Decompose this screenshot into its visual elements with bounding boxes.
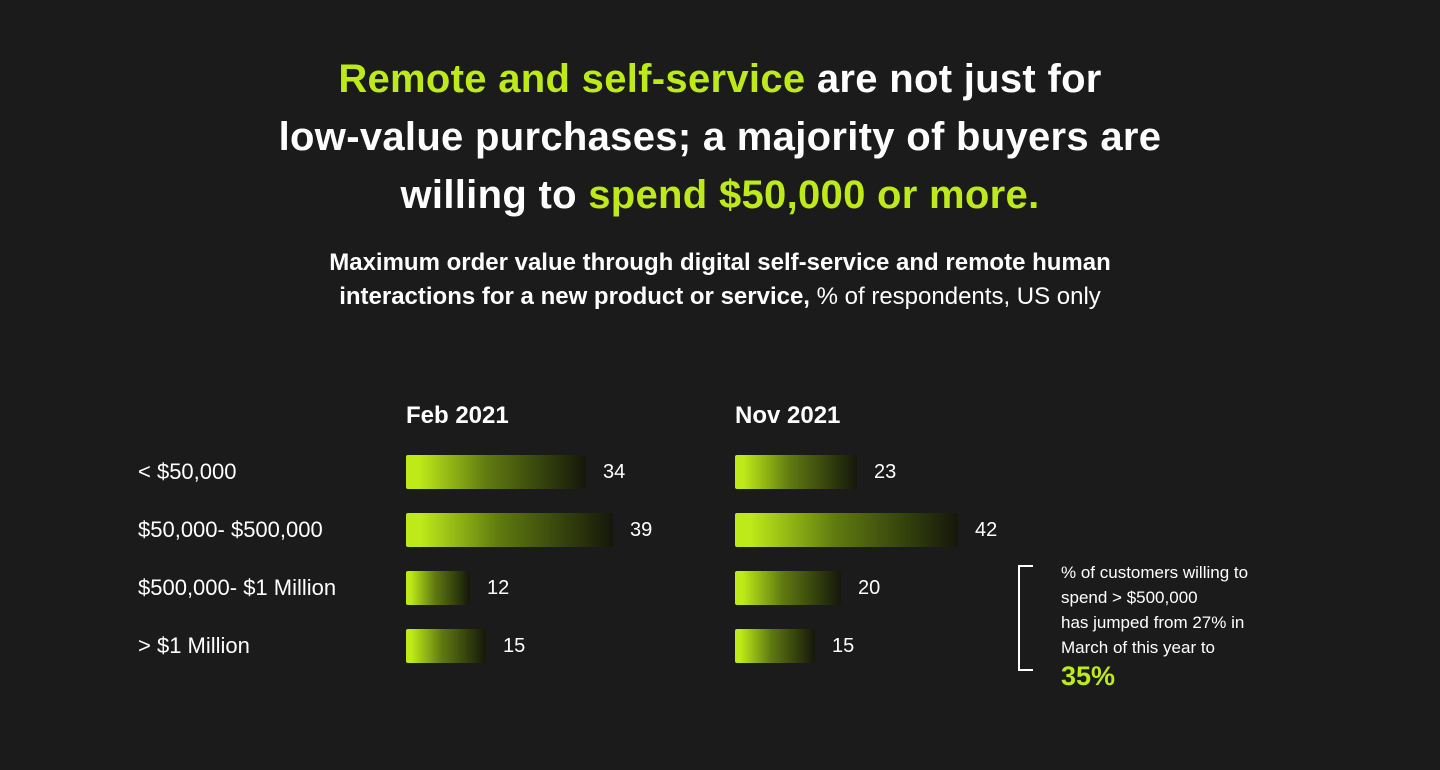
bar-feb — [406, 455, 586, 489]
header-spacer — [138, 386, 406, 443]
bar-cell-nov: 20 — [735, 559, 1275, 617]
title-accent-1: Remote and self-service — [338, 57, 806, 101]
title-rest-3: willing to — [400, 173, 589, 217]
bar-nov — [735, 571, 841, 605]
title-line-2: low-value purchases; a majority of buyer… — [278, 115, 1162, 159]
subtitle-line-2: interactions for a new product or servic… — [0, 280, 1440, 314]
bar-value: 12 — [487, 576, 510, 599]
category-label: $50,000- $500,000 — [138, 517, 323, 542]
bar-feb — [406, 513, 613, 547]
bar-cell-nov: 23 — [735, 443, 1275, 501]
bar-value: 34 — [603, 460, 626, 483]
annotation-line: spend > $500,000 — [1061, 588, 1198, 607]
bar-value: 42 — [975, 518, 998, 541]
bar-cell-feb: 34 — [406, 443, 735, 501]
bar-feb — [406, 571, 470, 605]
bar-nov — [735, 629, 815, 663]
bracket-icon — [1018, 565, 1033, 671]
title-rest-1: are not just for — [805, 57, 1102, 101]
bar-feb — [406, 629, 486, 663]
page-title: Remote and self-service are not just for… — [0, 0, 1440, 224]
bar-nov — [735, 513, 958, 547]
chart-subtitle: Maximum order value through digital self… — [0, 246, 1440, 314]
callout-annotation: % of customers willing to spend > $500,0… — [1018, 560, 1249, 691]
category-label: < $50,000 — [138, 459, 237, 484]
title-line-3: willing to spend $50,000 or more. — [0, 166, 1440, 224]
annotation-highlight-value: 35% — [1061, 661, 1116, 691]
bar-cell-nov: 15 — [735, 617, 1275, 675]
annotation-line: % of customers willing to — [1061, 563, 1249, 582]
bar-cell-nov: 42 — [735, 501, 1275, 559]
bar-value: 23 — [874, 460, 897, 483]
column-header-nov-2021: Nov 2021 — [735, 402, 841, 429]
annotation-text: % of customers willing to spend > $500,0… — [1061, 560, 1249, 691]
bar-cell-feb: 12 — [406, 559, 735, 617]
category-label: > $1 Million — [138, 633, 250, 658]
bar-cell-feb: 15 — [406, 617, 735, 675]
category-label: $500,000- $1 Million — [138, 575, 337, 600]
bar-value: 39 — [630, 518, 653, 541]
subtitle-bold-2: interactions for a new product or servic… — [339, 283, 810, 310]
bar-chart: Feb 2021 Nov 2021 < $50,000 34 23 $50,00… — [138, 386, 1275, 675]
bar-value: 15 — [503, 634, 526, 657]
annotation-line: March of this year to — [1061, 638, 1216, 657]
title-line-1: Remote and self-service are not just for — [0, 50, 1440, 108]
bar-value: 20 — [858, 576, 881, 599]
column-header-feb-2021: Feb 2021 — [406, 402, 509, 429]
title-accent-3: spend $50,000 or more. — [588, 173, 1040, 217]
bar-cell-feb: 39 — [406, 501, 735, 559]
subtitle-regular-2: % of respondents, US only — [809, 283, 1101, 310]
annotation-line: has jumped from 27% in — [1061, 613, 1245, 632]
subtitle-line-1: Maximum order value through digital self… — [329, 249, 1111, 276]
bar-nov — [735, 455, 857, 489]
bar-value: 15 — [832, 634, 855, 657]
